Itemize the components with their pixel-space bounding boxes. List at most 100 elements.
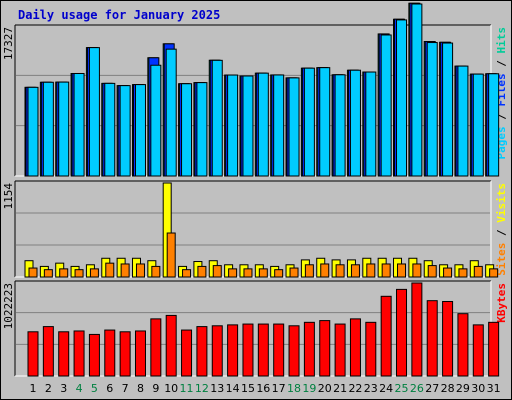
bar-kbytes (349, 318, 361, 377)
plot-area (15, 181, 491, 277)
bar-sites (182, 269, 192, 278)
x-tick-label: 10 (164, 382, 178, 395)
bar-pages (472, 73, 484, 177)
x-tick-label: 8 (137, 382, 144, 395)
bar-sites (120, 263, 130, 278)
legend-entry: / (495, 223, 508, 243)
legend-entry: Hits (495, 27, 508, 54)
bar-pages (242, 75, 254, 177)
bar-sites (135, 263, 145, 278)
bar-sites (74, 269, 84, 278)
bar-kbytes (488, 321, 500, 377)
x-tick-label: 20 (318, 382, 332, 395)
bar-kbytes (442, 300, 454, 377)
chart-title: Daily usage for January 2025 (18, 8, 220, 22)
bar-sites (89, 268, 99, 278)
bar-sites (412, 263, 422, 278)
x-tick-label: 28 (441, 382, 455, 395)
legend-entry: Visits (495, 183, 508, 223)
x-tick-label: 1 (30, 382, 37, 395)
x-tick-label: 7 (122, 382, 129, 395)
bar-pages (150, 64, 162, 177)
bar-kbytes (88, 333, 100, 377)
bar-pages (349, 69, 361, 177)
bar-pages (227, 74, 239, 177)
bar-pages (181, 83, 193, 177)
bar-pages (442, 42, 454, 177)
bar-sites (212, 265, 222, 278)
bar-sites (443, 267, 453, 278)
bar-kbytes (181, 329, 193, 377)
x-tick-label: 23 (364, 382, 378, 395)
legend-entry: KBytes (495, 283, 508, 323)
bar-pages (88, 47, 100, 177)
x-tick-label: 31 (487, 382, 501, 395)
bar-pages (58, 81, 70, 177)
bar-sites (59, 268, 69, 278)
bar-sites (366, 263, 376, 278)
bar-kbytes (319, 320, 331, 377)
bar-pages (134, 84, 146, 177)
x-tick-label: 21 (333, 382, 347, 395)
bar-pages (426, 42, 438, 177)
bar-pages (119, 85, 131, 177)
bar-kbytes (134, 330, 146, 377)
x-tick-label: 17 (272, 382, 286, 395)
x-tick-label: 18 (287, 382, 301, 395)
bar-sites (228, 268, 238, 278)
bar-kbytes (150, 318, 162, 377)
bar-pages (165, 48, 177, 177)
bar-kbytes (227, 324, 239, 377)
x-tick-label: 29 (456, 382, 470, 395)
bar-kbytes (365, 321, 377, 377)
bar-pages (42, 81, 54, 177)
bar-pages (457, 65, 469, 177)
x-tick-label: 5 (91, 382, 98, 395)
x-tick-label: 22 (348, 382, 362, 395)
bar-pages (196, 82, 208, 177)
bar-kbytes (472, 324, 484, 377)
bar-sites (304, 264, 314, 278)
x-tick-label: 13 (210, 382, 224, 395)
bar-kbytes (119, 331, 131, 377)
bar-pages (365, 71, 377, 177)
bar-kbytes (242, 323, 254, 377)
x-tick-label: 6 (106, 382, 113, 395)
x-tick-label: 24 (379, 382, 393, 395)
bar-pages (104, 82, 116, 177)
bar-pages (27, 86, 39, 177)
bar-sites (335, 264, 345, 278)
bar-kbytes (196, 326, 208, 377)
bar-pages (257, 72, 269, 177)
bar-sites (28, 267, 38, 278)
x-tick-label: 26 (410, 382, 424, 395)
bar-pages (488, 73, 500, 177)
x-tick-label: 12 (195, 382, 209, 395)
bar-kbytes (457, 313, 469, 377)
bar-sites (274, 269, 284, 278)
bar-sites (43, 269, 53, 278)
bar-kbytes (273, 323, 285, 377)
bar-sites (350, 264, 360, 278)
bar-kbytes (380, 295, 392, 377)
x-tick-label: 3 (60, 382, 67, 395)
bar-kbytes (396, 288, 408, 377)
bar-pages (211, 59, 223, 177)
bar-kbytes (104, 329, 116, 377)
x-tick-label: 2 (45, 382, 52, 395)
bar-sites (166, 232, 176, 278)
bar-kbytes (165, 314, 177, 377)
x-tick-label: 4 (76, 382, 83, 395)
bar-sites (105, 262, 115, 278)
bar-pages (380, 34, 392, 177)
bar-sites (473, 265, 483, 278)
bar-kbytes (42, 326, 54, 377)
bar-sites (489, 268, 499, 278)
bar-kbytes (411, 282, 423, 377)
bar-sites (289, 267, 299, 278)
bar-pages (411, 3, 423, 177)
legend-entry: Sites (495, 243, 508, 276)
bar-sites (258, 268, 268, 278)
